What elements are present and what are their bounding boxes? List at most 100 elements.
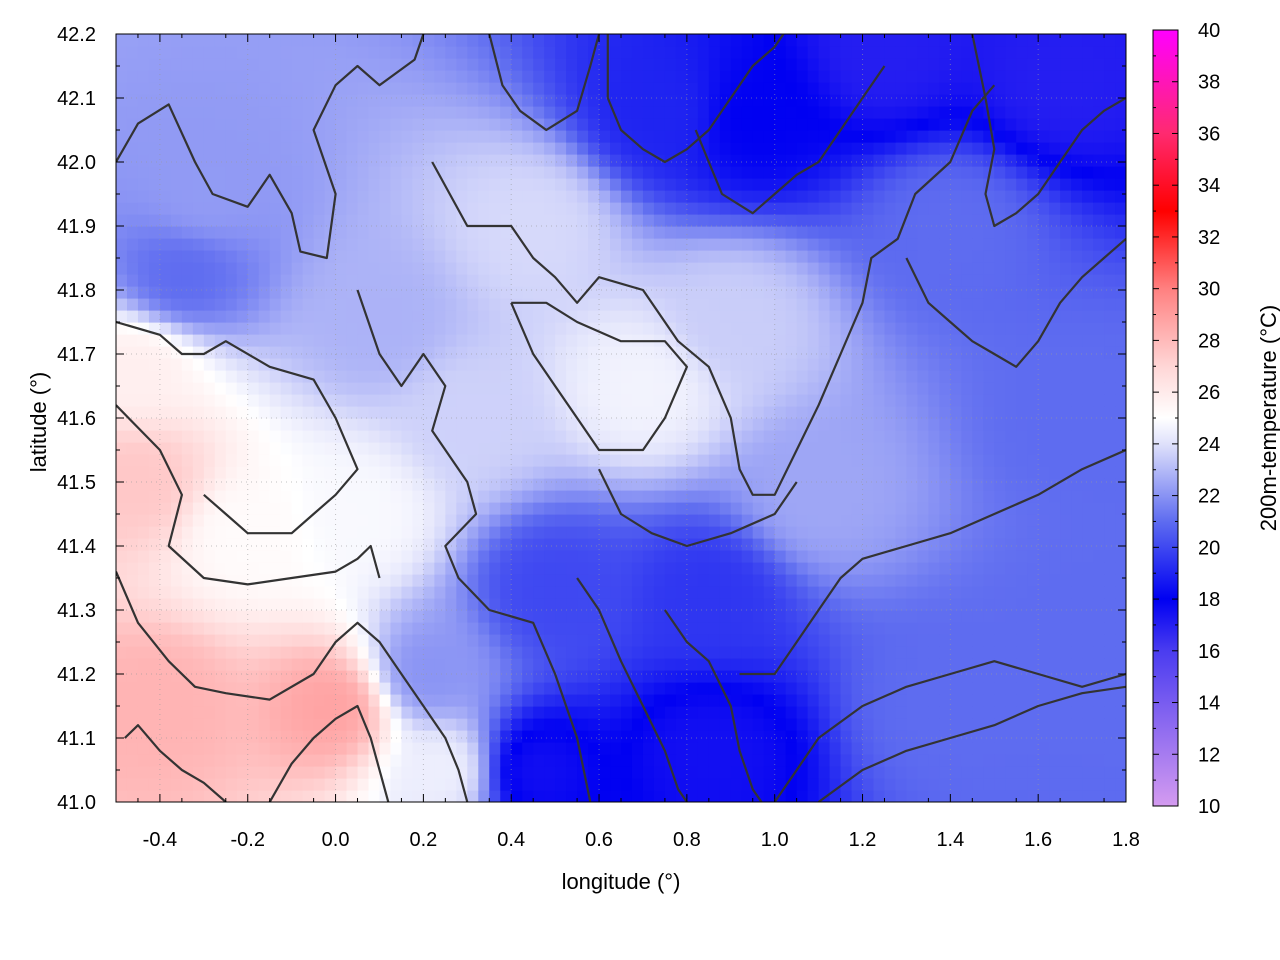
heatmap-cell — [324, 610, 337, 623]
heatmap-cell — [566, 274, 578, 287]
heatmap-cell — [280, 166, 293, 179]
heatmap-cell — [631, 454, 644, 467]
heatmap-cell — [664, 538, 677, 551]
heatmap-cell — [148, 190, 161, 203]
heatmap-cell — [346, 166, 359, 179]
heatmap-cell — [489, 286, 501, 299]
heatmap-cell — [258, 406, 271, 419]
heatmap-cell — [928, 706, 940, 719]
heatmap-cell — [621, 694, 633, 707]
heatmap-cell — [785, 766, 798, 779]
heatmap-cell — [566, 634, 578, 647]
heatmap-cell — [434, 442, 446, 455]
heatmap-cell — [917, 394, 929, 407]
heatmap-cell — [1071, 610, 1083, 623]
heatmap-cell — [401, 730, 414, 743]
heatmap-cell — [906, 778, 919, 791]
heatmap-cell — [368, 670, 381, 683]
heatmap-cell — [368, 190, 381, 203]
heatmap-cell — [741, 250, 754, 263]
heatmap-cell — [1093, 454, 1105, 467]
heatmap-cell — [456, 598, 468, 611]
heatmap-cell — [434, 454, 446, 467]
heatmap-cell — [1115, 166, 1126, 179]
heatmap-cell — [741, 790, 754, 802]
heatmap-cell — [818, 274, 831, 287]
heatmap-cell — [1060, 262, 1072, 275]
heatmap-cell — [225, 334, 238, 347]
heatmap-cell — [412, 250, 424, 263]
heatmap-cell — [708, 526, 721, 539]
heatmap-cell — [379, 262, 392, 275]
heatmap-cell — [478, 514, 490, 527]
heatmap-cell — [500, 274, 512, 287]
heatmap-cell — [533, 322, 545, 335]
heatmap-cell — [302, 166, 315, 179]
heatmap-cell — [423, 142, 435, 155]
heatmap-cell — [247, 586, 260, 599]
heatmap-cell — [1093, 178, 1105, 191]
heatmap-cell — [313, 694, 326, 707]
heatmap-cell — [225, 154, 238, 167]
heatmap-cell — [818, 214, 831, 227]
heatmap-cell — [159, 766, 172, 779]
heatmap-cell — [379, 562, 392, 575]
heatmap-cell — [1016, 466, 1028, 479]
heatmap-cell — [1060, 310, 1072, 323]
heatmap-cell — [697, 346, 710, 359]
heatmap-cell — [1027, 382, 1039, 395]
heatmap-cell — [236, 658, 249, 671]
heatmap-cell — [807, 226, 820, 239]
heatmap-cell — [719, 754, 732, 767]
heatmap-cell — [126, 418, 139, 431]
heatmap-cell — [214, 358, 227, 371]
heatmap-cell — [686, 202, 699, 215]
heatmap-cell — [467, 658, 479, 671]
heatmap-cell — [192, 334, 205, 347]
heatmap-cell — [489, 730, 501, 743]
heatmap-cell — [741, 514, 754, 527]
heatmap-cell — [181, 730, 194, 743]
heatmap-cell — [423, 166, 435, 179]
heatmap-cell — [445, 178, 457, 191]
heatmap-cell — [137, 250, 150, 263]
heatmap-cell — [884, 262, 897, 275]
heatmap-cell — [653, 358, 666, 371]
heatmap-cell — [1038, 214, 1050, 227]
heatmap-cell — [1049, 670, 1061, 683]
heatmap-cell — [851, 358, 864, 371]
heatmap-cell — [500, 298, 512, 311]
heatmap-cell — [807, 322, 820, 335]
heatmap-cell — [686, 238, 699, 251]
heatmap-cell — [214, 586, 227, 599]
heatmap-cell — [741, 430, 754, 443]
heatmap-cell — [862, 274, 875, 287]
heatmap-cell — [1038, 562, 1050, 575]
heatmap-cell — [862, 646, 875, 659]
heatmap-cell — [972, 610, 984, 623]
heatmap-cell — [500, 490, 512, 503]
heatmap-cell — [148, 274, 161, 287]
heatmap-cell — [588, 166, 600, 179]
heatmap-cell — [752, 262, 765, 275]
heatmap-cell — [829, 418, 842, 431]
heatmap-cell — [829, 442, 842, 455]
heatmap-cell — [269, 154, 282, 167]
heatmap-cell — [917, 430, 929, 443]
heatmap-cell — [225, 646, 238, 659]
heatmap-cell — [445, 574, 457, 587]
heatmap-cell — [291, 754, 304, 767]
heatmap-cell — [1038, 526, 1050, 539]
heatmap-cell — [599, 670, 611, 683]
heatmap-cell — [269, 730, 282, 743]
heatmap-cell — [621, 406, 633, 419]
heatmap-cell — [610, 490, 622, 503]
heatmap-cell — [489, 490, 501, 503]
heatmap-cell — [555, 346, 567, 359]
heatmap-cell — [917, 190, 929, 203]
heatmap-cell — [126, 310, 139, 323]
heatmap-cell — [1049, 358, 1061, 371]
heatmap-cell — [599, 526, 611, 539]
heatmap-cell — [478, 190, 490, 203]
heatmap-cell — [610, 310, 622, 323]
